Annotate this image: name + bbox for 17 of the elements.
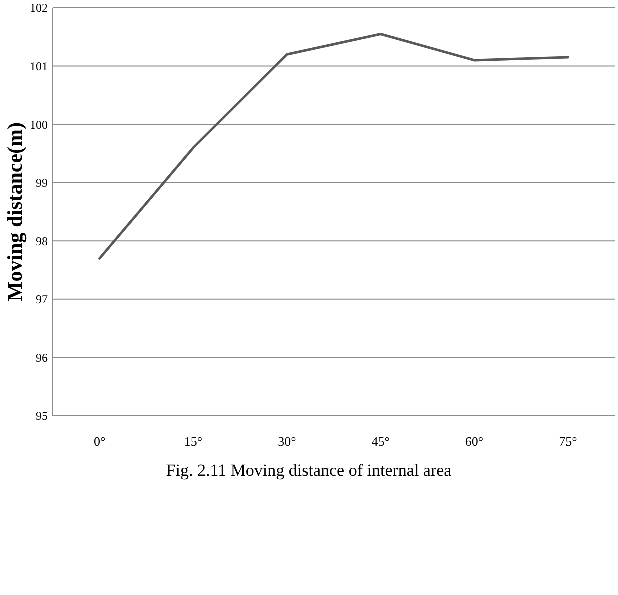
y-tick-label: 96 [36, 350, 48, 365]
y-tick-label: 100 [30, 118, 48, 132]
caption: Fig. 2.11 Moving distance of internal area [166, 461, 452, 480]
x-tick-label: 0° [94, 434, 106, 449]
y-tick-label: 95 [36, 409, 48, 424]
y-axis-title: Moving distance(m) [3, 122, 27, 302]
y-tick-label: 97 [36, 292, 48, 307]
y-tick-label: 102 [30, 1, 48, 16]
y-tick-label: 99 [36, 176, 48, 190]
x-tick-label: 15° [184, 434, 203, 449]
y-tick-label: 101 [30, 59, 48, 74]
line-series [98, 32, 570, 260]
x-tick-label: 30° [278, 434, 296, 449]
x-tick-label: 60° [465, 434, 484, 449]
x-tick-label: 75° [559, 434, 578, 449]
x-tick-label: 45° [372, 434, 390, 449]
y-tick-label: 98 [36, 234, 48, 248]
